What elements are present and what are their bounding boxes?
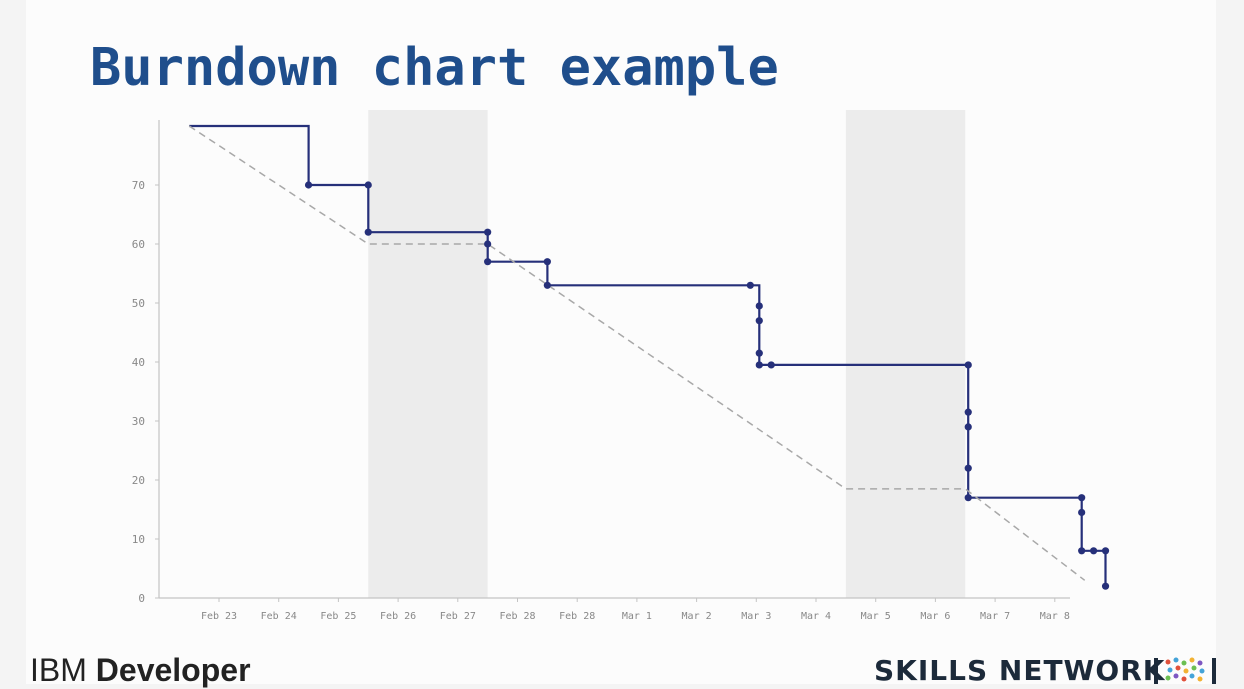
chart-markers <box>304 181 1110 590</box>
data-point <box>543 281 551 289</box>
developer-text: Developer <box>95 652 251 688</box>
slide-background <box>26 0 1216 684</box>
x-tick-label: Mar 5 <box>861 611 891 622</box>
data-point <box>1078 547 1086 555</box>
chart-series <box>188 124 1107 587</box>
data-point <box>755 349 763 357</box>
data-point <box>746 281 754 289</box>
ibm-developer-logo: IBM Developer <box>30 652 251 689</box>
x-tick-label: Mar 4 <box>801 611 831 622</box>
data-point <box>1101 582 1110 590</box>
y-tick-label: 50 <box>132 297 145 310</box>
x-tick-label: Feb 24 <box>261 611 297 622</box>
skills-network-icon <box>1154 657 1216 684</box>
data-point <box>304 181 313 189</box>
data-point <box>1090 547 1098 555</box>
data-point <box>484 228 492 236</box>
data-point <box>964 361 972 369</box>
x-tick-label: Mar 2 <box>682 611 712 622</box>
x-tick-label: Feb 26 <box>380 611 416 622</box>
x-tick-label: Mar 7 <box>980 611 1010 622</box>
data-point <box>484 258 492 266</box>
y-axis-ticks: 0 10 20 30 40 50 60 70 <box>132 179 159 605</box>
data-point <box>543 258 551 266</box>
data-point <box>364 181 372 189</box>
data-point <box>767 361 775 369</box>
y-tick-label: 30 <box>132 415 145 428</box>
ibm-text: IBM <box>30 652 87 688</box>
slide-title: Burndown chart example <box>90 38 779 98</box>
actual-burndown-line <box>189 124 1107 587</box>
y-tick-label: 20 <box>132 474 145 487</box>
y-tick-label: 70 <box>132 179 145 192</box>
x-tick-label: Feb 23 <box>201 611 237 622</box>
chart-axes <box>158 120 1070 599</box>
data-point <box>1078 508 1086 517</box>
x-tick-label: Feb 28 <box>559 611 595 622</box>
data-point <box>1101 547 1110 555</box>
x-tick-label: Mar 8 <box>1040 611 1070 622</box>
ideal-burndown-line <box>188 125 1086 581</box>
x-tick-label: Mar 1 <box>622 611 652 622</box>
x-tick-label: Feb 28 <box>499 611 535 622</box>
y-tick-label: 40 <box>132 356 145 369</box>
x-axis-ticks: Feb 23 Feb 24 Feb 25 Feb 26 Feb 27 Feb 28 Feb … <box>201 598 1070 622</box>
data-point <box>964 494 972 502</box>
data-point <box>964 408 972 416</box>
x-tick-label: Feb 25 <box>320 611 356 622</box>
data-point <box>755 317 763 325</box>
data-point <box>964 464 972 472</box>
data-point <box>755 302 763 310</box>
data-point <box>755 361 763 369</box>
y-tick-label: 0 <box>138 592 145 605</box>
data-point <box>364 228 372 236</box>
weekend-bands <box>368 110 966 598</box>
x-tick-label: Feb 27 <box>440 611 476 622</box>
x-tick-label: Mar 3 <box>741 611 771 622</box>
weekend-band <box>368 110 488 598</box>
skills-network-logo: SKILLS NETWORK <box>874 654 1166 687</box>
weekend-band <box>845 110 966 598</box>
data-point <box>484 240 492 248</box>
y-tick-label: 60 <box>132 238 145 251</box>
x-tick-label: Mar 6 <box>920 611 950 622</box>
y-tick-label: 10 <box>132 533 145 546</box>
data-point <box>964 423 972 431</box>
data-point <box>1078 494 1086 502</box>
